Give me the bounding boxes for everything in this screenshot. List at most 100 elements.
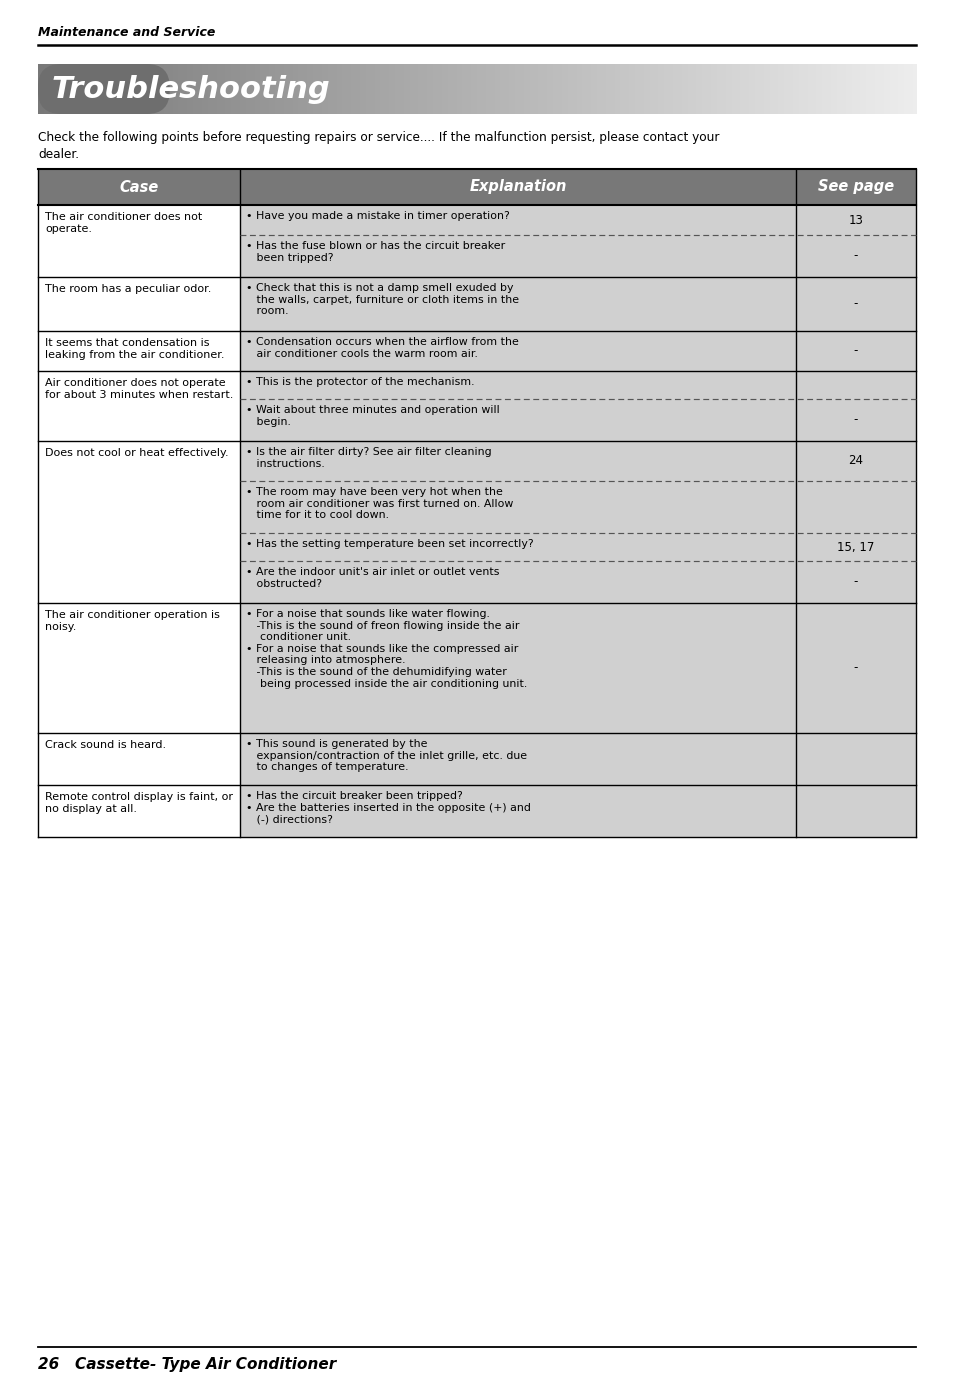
Bar — [786, 64, 790, 113]
Bar — [149, 64, 153, 113]
Bar — [134, 64, 138, 113]
Bar — [640, 64, 644, 113]
Bar — [766, 64, 770, 113]
Bar — [88, 64, 91, 113]
Bar — [208, 64, 212, 113]
Text: • Check that this is not a damp smell exuded by
   the walls, carpet, furniture : • Check that this is not a damp smell ex… — [246, 283, 518, 316]
Bar — [96, 64, 100, 113]
Bar — [550, 64, 554, 113]
Bar — [93, 64, 97, 113]
Bar — [474, 64, 477, 113]
Bar — [906, 64, 910, 113]
Bar — [240, 277, 795, 332]
Text: -: - — [853, 575, 858, 589]
Bar — [421, 64, 425, 113]
Bar — [638, 64, 641, 113]
Bar — [313, 64, 316, 113]
Bar — [839, 64, 843, 113]
Bar — [810, 64, 814, 113]
Bar — [781, 64, 784, 113]
Bar — [222, 64, 226, 113]
Bar — [813, 64, 817, 113]
Bar — [497, 64, 501, 113]
Bar — [50, 64, 53, 113]
Bar — [795, 332, 915, 371]
Bar — [172, 64, 176, 113]
Bar — [240, 332, 795, 371]
Bar — [588, 64, 592, 113]
Bar — [195, 64, 200, 113]
Bar — [41, 64, 45, 113]
Bar — [152, 64, 156, 113]
Bar — [845, 64, 849, 113]
Bar — [693, 64, 697, 113]
Bar — [816, 64, 820, 113]
Bar — [161, 64, 165, 113]
Bar — [193, 64, 197, 113]
Bar — [523, 64, 527, 113]
Bar — [406, 64, 410, 113]
Bar — [424, 64, 428, 113]
Text: Maintenance and Service: Maintenance and Service — [38, 27, 215, 39]
Bar — [38, 64, 42, 113]
Bar — [877, 64, 881, 113]
Bar — [748, 64, 752, 113]
Bar — [301, 64, 305, 113]
Bar — [459, 64, 463, 113]
Bar — [47, 64, 51, 113]
Text: • Has the fuse blown or has the circuit breaker
   been tripped?: • Has the fuse blown or has the circuit … — [246, 241, 505, 263]
Bar — [202, 64, 206, 113]
Bar — [517, 64, 521, 113]
Bar — [506, 64, 510, 113]
Bar — [740, 64, 743, 113]
Bar — [515, 64, 518, 113]
Bar — [728, 64, 732, 113]
Bar — [529, 64, 533, 113]
Bar — [585, 64, 589, 113]
Bar — [73, 64, 77, 113]
Bar — [666, 64, 671, 113]
Bar — [909, 64, 913, 113]
Bar — [359, 64, 363, 113]
Text: • Have you made a mistake in timer operation?: • Have you made a mistake in timer opera… — [246, 211, 509, 221]
Bar — [795, 64, 800, 113]
Bar — [155, 64, 159, 113]
Text: Troubleshooting: Troubleshooting — [52, 74, 331, 104]
Bar — [52, 64, 56, 113]
Bar — [427, 64, 431, 113]
Bar — [433, 64, 436, 113]
Bar — [380, 64, 384, 113]
Bar — [848, 64, 852, 113]
Bar — [243, 64, 247, 113]
Bar — [351, 64, 355, 113]
Text: • This sound is generated by the
   expansion/contraction of the inlet grille, e: • This sound is generated by the expansi… — [246, 739, 527, 772]
Bar — [602, 64, 606, 113]
Bar — [263, 64, 267, 113]
Bar — [491, 64, 495, 113]
Bar — [737, 64, 740, 113]
Bar — [690, 64, 694, 113]
Bar — [409, 64, 414, 113]
Text: dealer.: dealer. — [38, 148, 79, 161]
Text: -: - — [853, 344, 858, 358]
Bar — [129, 64, 132, 113]
Bar — [85, 64, 89, 113]
Bar — [862, 64, 866, 113]
Bar — [328, 64, 332, 113]
Bar — [318, 64, 322, 113]
Bar — [444, 64, 448, 113]
Bar — [769, 64, 773, 113]
Bar — [284, 64, 288, 113]
Bar — [76, 64, 80, 113]
Bar — [684, 64, 688, 113]
Bar — [260, 64, 264, 113]
Text: • Is the air filter dirty? See air filter cleaning
   instructions.: • Is the air filter dirty? See air filte… — [246, 448, 491, 469]
Bar — [453, 64, 457, 113]
Bar — [795, 441, 915, 603]
Bar — [635, 64, 639, 113]
Bar — [418, 64, 422, 113]
Bar — [567, 64, 571, 113]
Text: -: - — [853, 298, 858, 311]
Bar — [570, 64, 574, 113]
Bar — [699, 64, 702, 113]
